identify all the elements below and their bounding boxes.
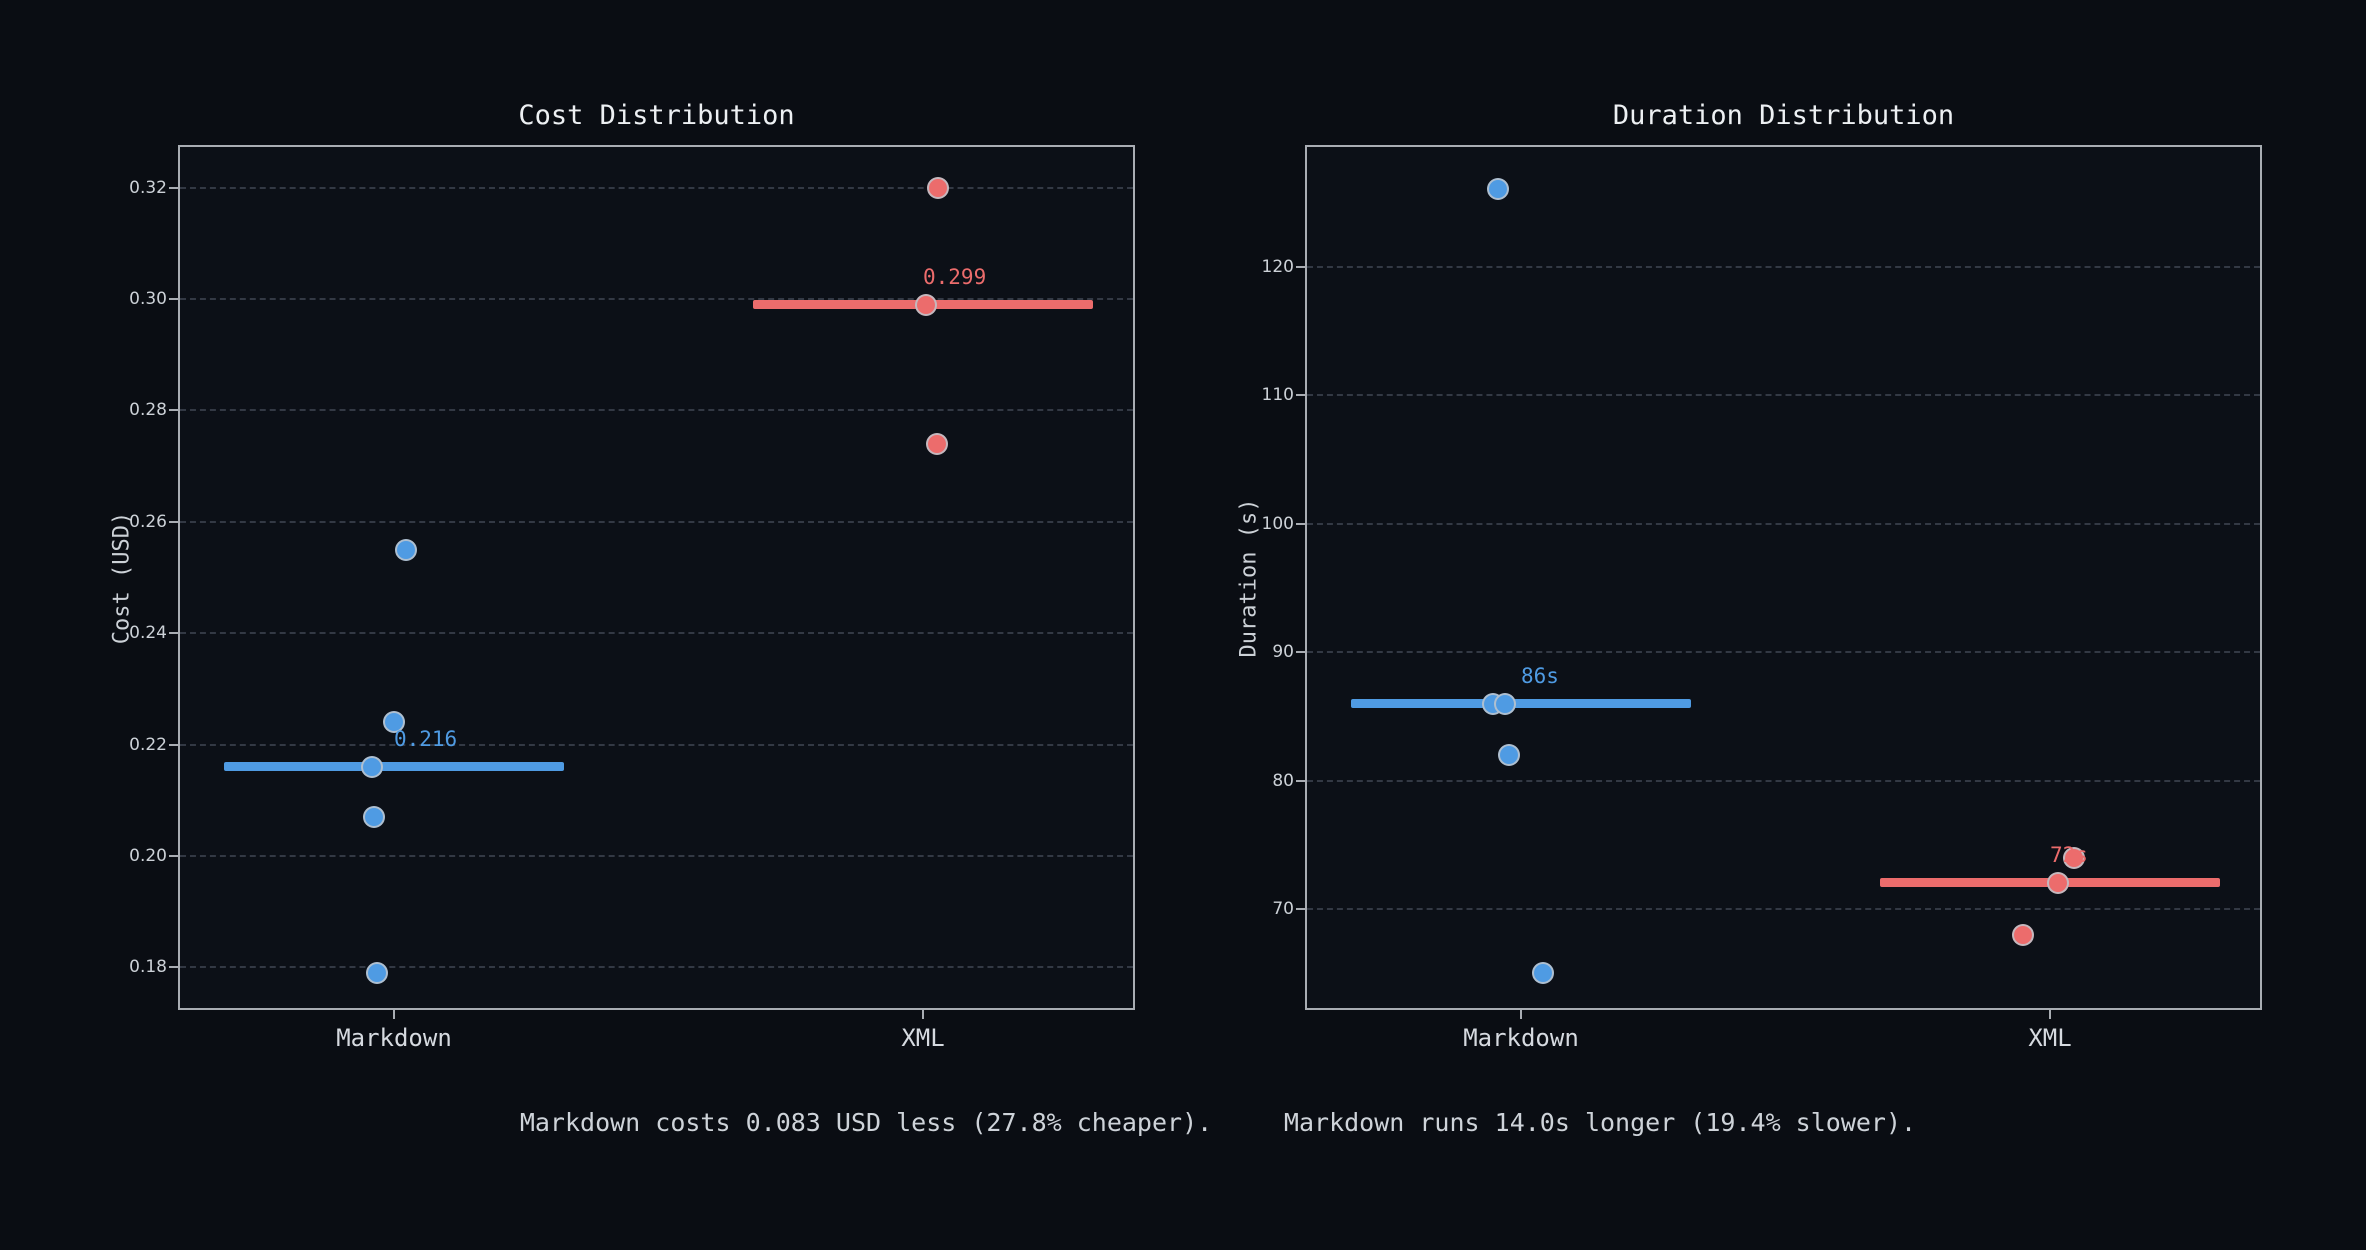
duration-summary-annotation: Markdown runs 14.0s longer (19.4% slower… bbox=[1283, 1108, 1917, 1137]
y-tick-label: 110 bbox=[1261, 385, 1294, 406]
y-tick-mark bbox=[1296, 779, 1305, 782]
grid-line bbox=[1307, 522, 2260, 525]
y-tick-mark bbox=[1296, 394, 1305, 397]
data-point-markdown bbox=[362, 806, 385, 829]
y-tick-mark bbox=[169, 409, 178, 412]
grid-line bbox=[1307, 908, 2260, 911]
x-tick-mark bbox=[392, 1010, 395, 1019]
y-tick-label: 80 bbox=[1272, 770, 1294, 791]
data-point-markdown bbox=[394, 538, 417, 561]
grid-line bbox=[180, 409, 1133, 412]
median-value-label: 0.216 bbox=[393, 726, 458, 751]
y-axis-label: Duration (s) bbox=[1236, 498, 1262, 657]
data-point-xml bbox=[2063, 846, 2085, 869]
y-tick-label: 120 bbox=[1261, 256, 1294, 277]
data-point-markdown bbox=[360, 755, 383, 778]
data-point-markdown bbox=[382, 711, 405, 734]
median-value-label: 0.299 bbox=[923, 264, 987, 289]
data-point-markdown bbox=[1497, 743, 1520, 766]
y-tick-label: 0.32 bbox=[129, 177, 167, 198]
y-tick-mark bbox=[169, 186, 178, 189]
median-line-markdown bbox=[223, 761, 564, 771]
y-tick-mark bbox=[169, 632, 178, 635]
grid-line bbox=[1307, 265, 2260, 268]
grid-line bbox=[1307, 651, 2260, 654]
grid-line bbox=[180, 186, 1133, 189]
grid-line bbox=[180, 632, 1133, 635]
y-tick-mark bbox=[169, 855, 178, 858]
plot-title: Cost Distribution bbox=[518, 100, 795, 131]
y-tick-label: 0.30 bbox=[129, 289, 167, 310]
x-tick-label: Markdown bbox=[336, 1024, 452, 1052]
y-tick-mark bbox=[169, 966, 178, 969]
x-tick-mark bbox=[2049, 1010, 2051, 1019]
grid-line bbox=[1307, 779, 2260, 782]
y-tick-label: 0.24 bbox=[129, 623, 167, 644]
data-point-xml bbox=[926, 432, 948, 455]
y-tick-label: 0.28 bbox=[129, 400, 167, 421]
y-tick-mark bbox=[169, 743, 178, 746]
data-point-markdown bbox=[365, 962, 388, 984]
y-tick-label: 90 bbox=[1272, 642, 1294, 663]
cost-distribution-plot: Cost Distribution Cost (USD) 0.18 0.20 0.22 0… bbox=[110, 100, 1135, 1052]
x-tick-label: Markdown bbox=[1463, 1024, 1579, 1052]
y-tick-mark bbox=[1296, 908, 1305, 911]
median-value-label: 86s bbox=[1520, 663, 1559, 688]
x-tick-label: XML bbox=[2028, 1024, 2072, 1052]
median-value-label: 72s bbox=[2050, 843, 2088, 868]
y-tick-label: 0.22 bbox=[129, 734, 167, 755]
y-tick-label: 100 bbox=[1261, 513, 1294, 534]
plot-title: Duration Distribution bbox=[1612, 100, 1955, 131]
data-point-xml bbox=[915, 293, 937, 316]
y-tick-mark bbox=[1296, 265, 1305, 268]
grid-line bbox=[180, 298, 1133, 301]
data-point-markdown bbox=[1486, 178, 1509, 201]
grid-line bbox=[180, 520, 1133, 523]
x-tick-mark bbox=[1519, 1010, 1522, 1019]
grid-line bbox=[180, 855, 1133, 858]
data-point-xml bbox=[927, 176, 949, 199]
data-point-markdown bbox=[1493, 692, 1516, 715]
y-tick-label: 0.18 bbox=[129, 957, 167, 978]
median-line-markdown bbox=[1350, 698, 1691, 708]
grid-line bbox=[180, 743, 1133, 746]
y-tick-mark bbox=[1296, 651, 1305, 654]
grid-line bbox=[1307, 394, 2260, 397]
cost-summary-annotation: Markdown costs 0.083 USD less (27.8% che… bbox=[519, 1108, 1213, 1137]
x-tick-mark bbox=[922, 1010, 924, 1019]
data-point-markdown bbox=[1531, 962, 1554, 985]
y-tick-mark bbox=[1296, 522, 1305, 525]
y-tick-mark bbox=[169, 520, 178, 523]
x-tick-label: XML bbox=[901, 1024, 945, 1052]
duration-distribution-plot: Duration Distribution Duration (s) 70 80 90 1… bbox=[1237, 100, 2262, 1052]
grid-line bbox=[180, 966, 1133, 969]
y-tick-label: 70 bbox=[1272, 899, 1294, 920]
data-point-xml bbox=[2012, 923, 2034, 946]
data-point-xml bbox=[2047, 872, 2069, 895]
y-tick-label: 0.20 bbox=[129, 846, 167, 867]
y-tick-label: 0.26 bbox=[129, 511, 167, 532]
y-tick-mark bbox=[169, 298, 178, 301]
